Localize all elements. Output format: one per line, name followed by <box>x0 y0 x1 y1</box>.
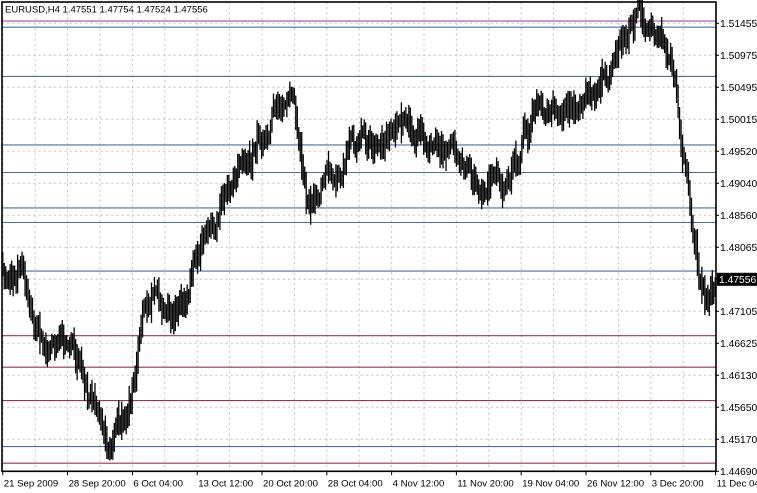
svg-text:1.50975: 1.50975 <box>720 51 757 62</box>
svg-text:26 Nov 12:00: 26 Nov 12:00 <box>587 478 644 489</box>
svg-text:21 Sep 2009: 21 Sep 2009 <box>4 478 58 489</box>
svg-text:1.48065: 1.48065 <box>720 243 757 254</box>
svg-text:3 Dec 20:00: 3 Dec 20:00 <box>652 478 704 489</box>
svg-text:1.49520: 1.49520 <box>720 147 757 158</box>
svg-text:1.50495: 1.50495 <box>720 83 757 94</box>
svg-text:11 Nov 20:00: 11 Nov 20:00 <box>457 478 513 489</box>
svg-text:1.44690: 1.44690 <box>720 467 757 478</box>
svg-text:1.48560: 1.48560 <box>720 211 757 222</box>
svg-text:1.51455: 1.51455 <box>720 19 757 30</box>
svg-text:1.47105: 1.47105 <box>720 307 757 318</box>
svg-text:1.49040: 1.49040 <box>720 179 757 190</box>
svg-text:1.46130: 1.46130 <box>720 371 757 382</box>
svg-text:19 Nov 04:00: 19 Nov 04:00 <box>522 478 579 489</box>
svg-text:28 Sep 20:00: 28 Sep 20:00 <box>69 478 126 489</box>
svg-text:11 Dec 04:00: 11 Dec 04:00 <box>717 478 757 489</box>
svg-text:20 Oct 20:00: 20 Oct 20:00 <box>263 478 318 489</box>
svg-text:4 Nov 12:00: 4 Nov 12:00 <box>393 478 445 489</box>
svg-text:6 Oct 04:00: 6 Oct 04:00 <box>133 478 183 489</box>
svg-text:1.46625: 1.46625 <box>720 339 757 350</box>
svg-text:28 Oct 04:00: 28 Oct 04:00 <box>328 478 383 489</box>
svg-text:1.45650: 1.45650 <box>720 403 757 414</box>
svg-text:1.50015: 1.50015 <box>720 115 757 126</box>
svg-text:13 Oct 12:00: 13 Oct 12:00 <box>198 478 253 489</box>
svg-text:1.45170: 1.45170 <box>720 435 757 446</box>
svg-text:1.47556: 1.47556 <box>719 275 756 286</box>
